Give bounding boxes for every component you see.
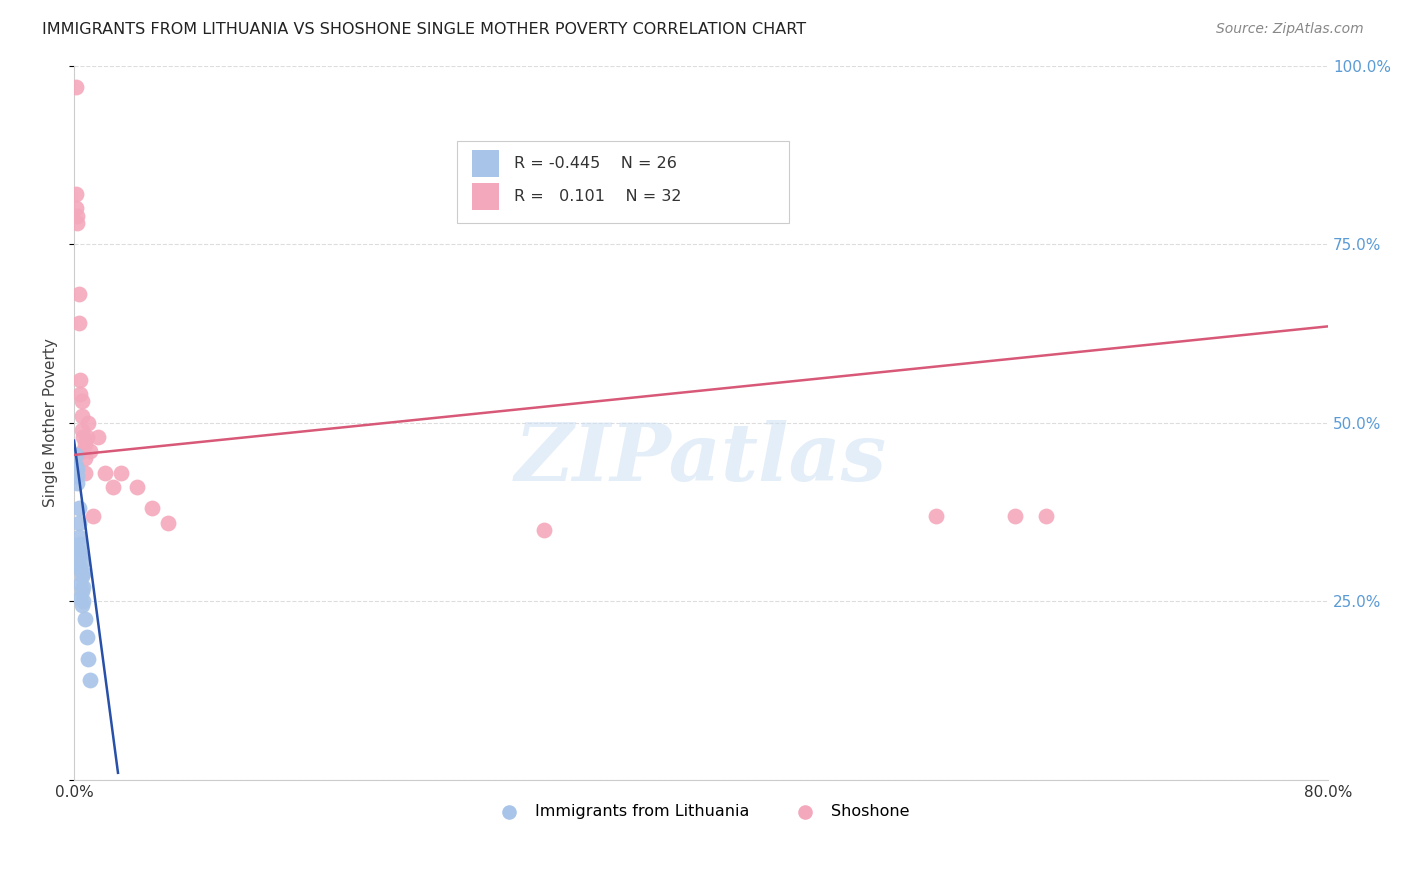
Point (69, 591, 91, 605)
Point (67, 558, 90, 573)
Point (110, 466, 132, 480)
Point (69, 562, 91, 576)
Point (82, 508, 104, 523)
Point (67, 530, 90, 544)
Point (86, 430, 108, 444)
Point (66, 476, 89, 491)
Text: Source: ZipAtlas.com: Source: ZipAtlas.com (1216, 22, 1364, 37)
FancyBboxPatch shape (471, 183, 499, 210)
FancyBboxPatch shape (457, 141, 789, 223)
FancyBboxPatch shape (471, 150, 499, 177)
Point (75, 451, 97, 466)
Point (72, 566, 94, 580)
Point (65, 202, 87, 216)
Point (70, 409, 93, 423)
Point (66, 216, 89, 230)
Text: R =   0.101    N = 32: R = 0.101 N = 32 (515, 189, 682, 204)
Point (70, 583, 93, 598)
Point (65, 187, 87, 202)
Point (75, 466, 97, 480)
Point (70, 569, 93, 583)
Point (76, 630, 98, 644)
Text: R = -0.445    N = 26: R = -0.445 N = 26 (515, 156, 678, 171)
Point (67, 501, 90, 516)
Point (79, 673, 101, 687)
Point (125, 480, 148, 494)
Point (65, 80, 87, 95)
Point (69, 548, 91, 562)
Y-axis label: Single Mother Poverty: Single Mother Poverty (44, 338, 58, 508)
Point (70, 555, 93, 569)
Point (67, 287, 90, 301)
Point (72, 444, 94, 458)
Point (70, 394, 93, 409)
Point (70, 423, 93, 437)
Point (69, 576, 91, 591)
Point (69, 373, 91, 387)
Point (77, 416, 100, 430)
Text: ZIPatlas: ZIPatlas (515, 420, 887, 497)
Point (66, 462, 89, 476)
Point (65, 448, 87, 462)
Point (72, 430, 94, 444)
Point (1004, 508, 1026, 523)
Point (75, 437, 97, 451)
Point (94, 466, 117, 480)
Point (67, 316, 90, 330)
Point (77, 651, 100, 665)
Point (67, 544, 90, 558)
Point (72, 594, 94, 608)
Point (67, 516, 90, 530)
Text: IMMIGRANTS FROM LITHUANIA VS SHOSHONE SINGLE MOTHER POVERTY CORRELATION CHART: IMMIGRANTS FROM LITHUANIA VS SHOSHONE SI… (42, 22, 806, 37)
Point (66, 209, 89, 223)
Point (925, 508, 948, 523)
Point (69, 537, 91, 551)
Point (66, 469, 89, 483)
Point (65, 458, 87, 473)
Point (533, 523, 555, 537)
Point (157, 516, 180, 530)
Point (72, 580, 94, 594)
Point (103, 480, 125, 494)
Point (70, 598, 93, 612)
Legend: Immigrants from Lithuania, Shoshone: Immigrants from Lithuania, Shoshone (486, 797, 915, 825)
Point (1035, 508, 1057, 523)
Point (69, 387, 91, 401)
Point (75, 612, 97, 626)
Point (76, 430, 98, 444)
Point (141, 501, 163, 516)
Point (79, 444, 101, 458)
